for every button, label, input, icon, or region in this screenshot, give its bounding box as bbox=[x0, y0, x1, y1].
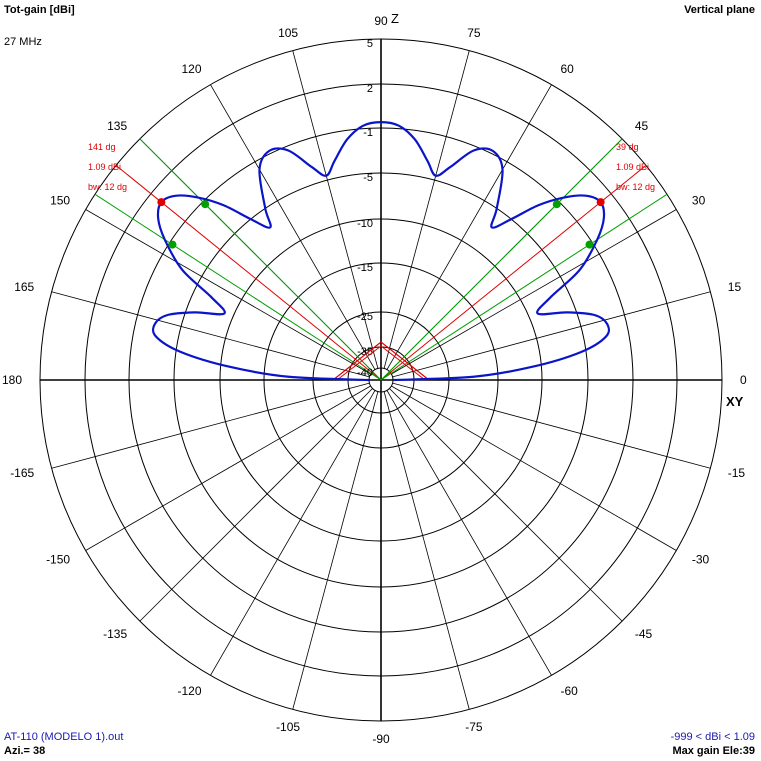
angle-spoke bbox=[85, 209, 371, 375]
gain-tick-label: -5 bbox=[363, 172, 373, 184]
angle-tick-label: 15 bbox=[728, 280, 742, 294]
beamwidth-line bbox=[380, 193, 668, 381]
gain-tick-label: -35 bbox=[357, 346, 373, 358]
inner-gain-wedge bbox=[336, 345, 426, 381]
angle-spoke bbox=[386, 390, 552, 676]
xy-axis-label: XY bbox=[726, 394, 744, 409]
gain-tick-label: -40 bbox=[357, 367, 373, 379]
max-gain-label: Max gain Ele:39 bbox=[672, 745, 755, 757]
beamwidth-marker bbox=[552, 200, 561, 209]
lobe-annotation-line: 39 dg bbox=[616, 142, 639, 152]
max-gain-line bbox=[115, 165, 382, 381]
angle-spoke bbox=[383, 50, 470, 369]
angle-tick-label: -135 bbox=[103, 627, 127, 641]
angle-spoke bbox=[392, 382, 711, 469]
beamwidth-line bbox=[380, 138, 623, 381]
angle-tick-label: -15 bbox=[728, 466, 746, 480]
angle-tick-label: -150 bbox=[46, 553, 70, 567]
angle-tick-label: 120 bbox=[181, 62, 201, 76]
angle-spoke bbox=[292, 50, 379, 369]
angle-spoke bbox=[210, 84, 376, 370]
angle-tick-labels: 9075604530150-15-30-45-60-75-90-105-120-… bbox=[2, 14, 747, 746]
angle-spoke bbox=[210, 390, 376, 676]
angle-tick-label: 90 bbox=[374, 14, 388, 28]
gain-ring-labels: 5 2 -1 -5 -10 -15 -25 -35 -40 bbox=[357, 38, 373, 379]
angle-tick-label: -30 bbox=[692, 553, 710, 567]
radiation-pattern bbox=[151, 121, 611, 382]
max-gain-line bbox=[380, 165, 647, 381]
lobe-annotation-line: 141 dg bbox=[88, 142, 116, 152]
max-gain-marker bbox=[596, 198, 605, 207]
angle-spoke bbox=[386, 84, 552, 370]
angle-spoke bbox=[85, 385, 371, 551]
angle-tick-label: 45 bbox=[635, 119, 649, 133]
lobe-annotation-line: 1.09 dBi bbox=[616, 162, 649, 172]
angle-tick-label: -90 bbox=[372, 732, 390, 746]
file-name: AT-110 (MODELO 1).out bbox=[4, 731, 124, 743]
angle-spoke bbox=[51, 382, 370, 469]
beamwidth-line bbox=[94, 193, 382, 381]
chart-title: Tot-gain [dBi] bbox=[4, 4, 75, 16]
angle-spoke bbox=[51, 291, 370, 378]
frequency-label: 27 MHz bbox=[4, 36, 42, 48]
azimuth-label: Azi.= 38 bbox=[4, 745, 46, 757]
beamwidth-marker bbox=[201, 200, 210, 209]
lobe-annotations: 39 dg 1.09 dBi bw: 12 dg 141 dg 1.09 dBi bw: … bbox=[88, 142, 655, 192]
lobe-annotation-line: bw: 12 dg bbox=[616, 182, 655, 192]
angle-tick-label: 75 bbox=[467, 26, 481, 40]
beamwidth-marker bbox=[168, 240, 177, 249]
angle-spoke bbox=[292, 391, 379, 710]
pattern-curve bbox=[151, 121, 611, 382]
gain-tick-label: -10 bbox=[357, 218, 373, 230]
angle-tick-label: 105 bbox=[278, 26, 298, 40]
angle-tick-label: 135 bbox=[107, 119, 127, 133]
angle-tick-label: -60 bbox=[561, 684, 579, 698]
angle-spoke bbox=[391, 385, 677, 551]
inner-gain-wedge bbox=[332, 341, 430, 381]
angle-tick-label: -105 bbox=[276, 720, 300, 734]
angle-tick-label: 150 bbox=[50, 194, 70, 208]
angle-spoke bbox=[391, 209, 677, 375]
beamwidth-line bbox=[139, 138, 382, 381]
lobe-annotation-line: bw: 12 dg bbox=[88, 182, 127, 192]
angle-tick-label: -45 bbox=[635, 627, 653, 641]
lobe-annotation-line: 1.09 dBi bbox=[88, 162, 121, 172]
angle-tick-label: 60 bbox=[561, 62, 575, 76]
gain-tick-label: -15 bbox=[357, 262, 373, 274]
angle-tick-label: 0 bbox=[740, 373, 747, 387]
angle-spoke bbox=[392, 291, 711, 378]
angle-tick-label: 165 bbox=[14, 280, 34, 294]
gain-tick-label: -25 bbox=[357, 311, 373, 323]
plane-label: Vertical plane bbox=[684, 4, 755, 16]
max-gain-marker bbox=[157, 198, 166, 207]
angle-tick-label: -75 bbox=[465, 720, 483, 734]
angle-spoke bbox=[139, 388, 373, 622]
gain-tick-label: 2 bbox=[367, 83, 373, 95]
gain-range: -999 < dBi < 1.09 bbox=[670, 731, 755, 743]
lobe-markers bbox=[157, 198, 605, 249]
angle-tick-label: 180 bbox=[2, 373, 22, 387]
angle-tick-label: -120 bbox=[177, 684, 201, 698]
gain-tick-label: -1 bbox=[363, 127, 373, 139]
gain-tick-label: 5 bbox=[367, 38, 373, 50]
angle-spoke bbox=[383, 391, 470, 710]
angle-tick-label: -165 bbox=[10, 466, 34, 480]
angle-spoke bbox=[389, 388, 623, 622]
beamwidth-marker bbox=[585, 240, 594, 249]
angle-tick-label: 30 bbox=[692, 194, 706, 208]
z-axis-label: Z bbox=[391, 11, 399, 26]
